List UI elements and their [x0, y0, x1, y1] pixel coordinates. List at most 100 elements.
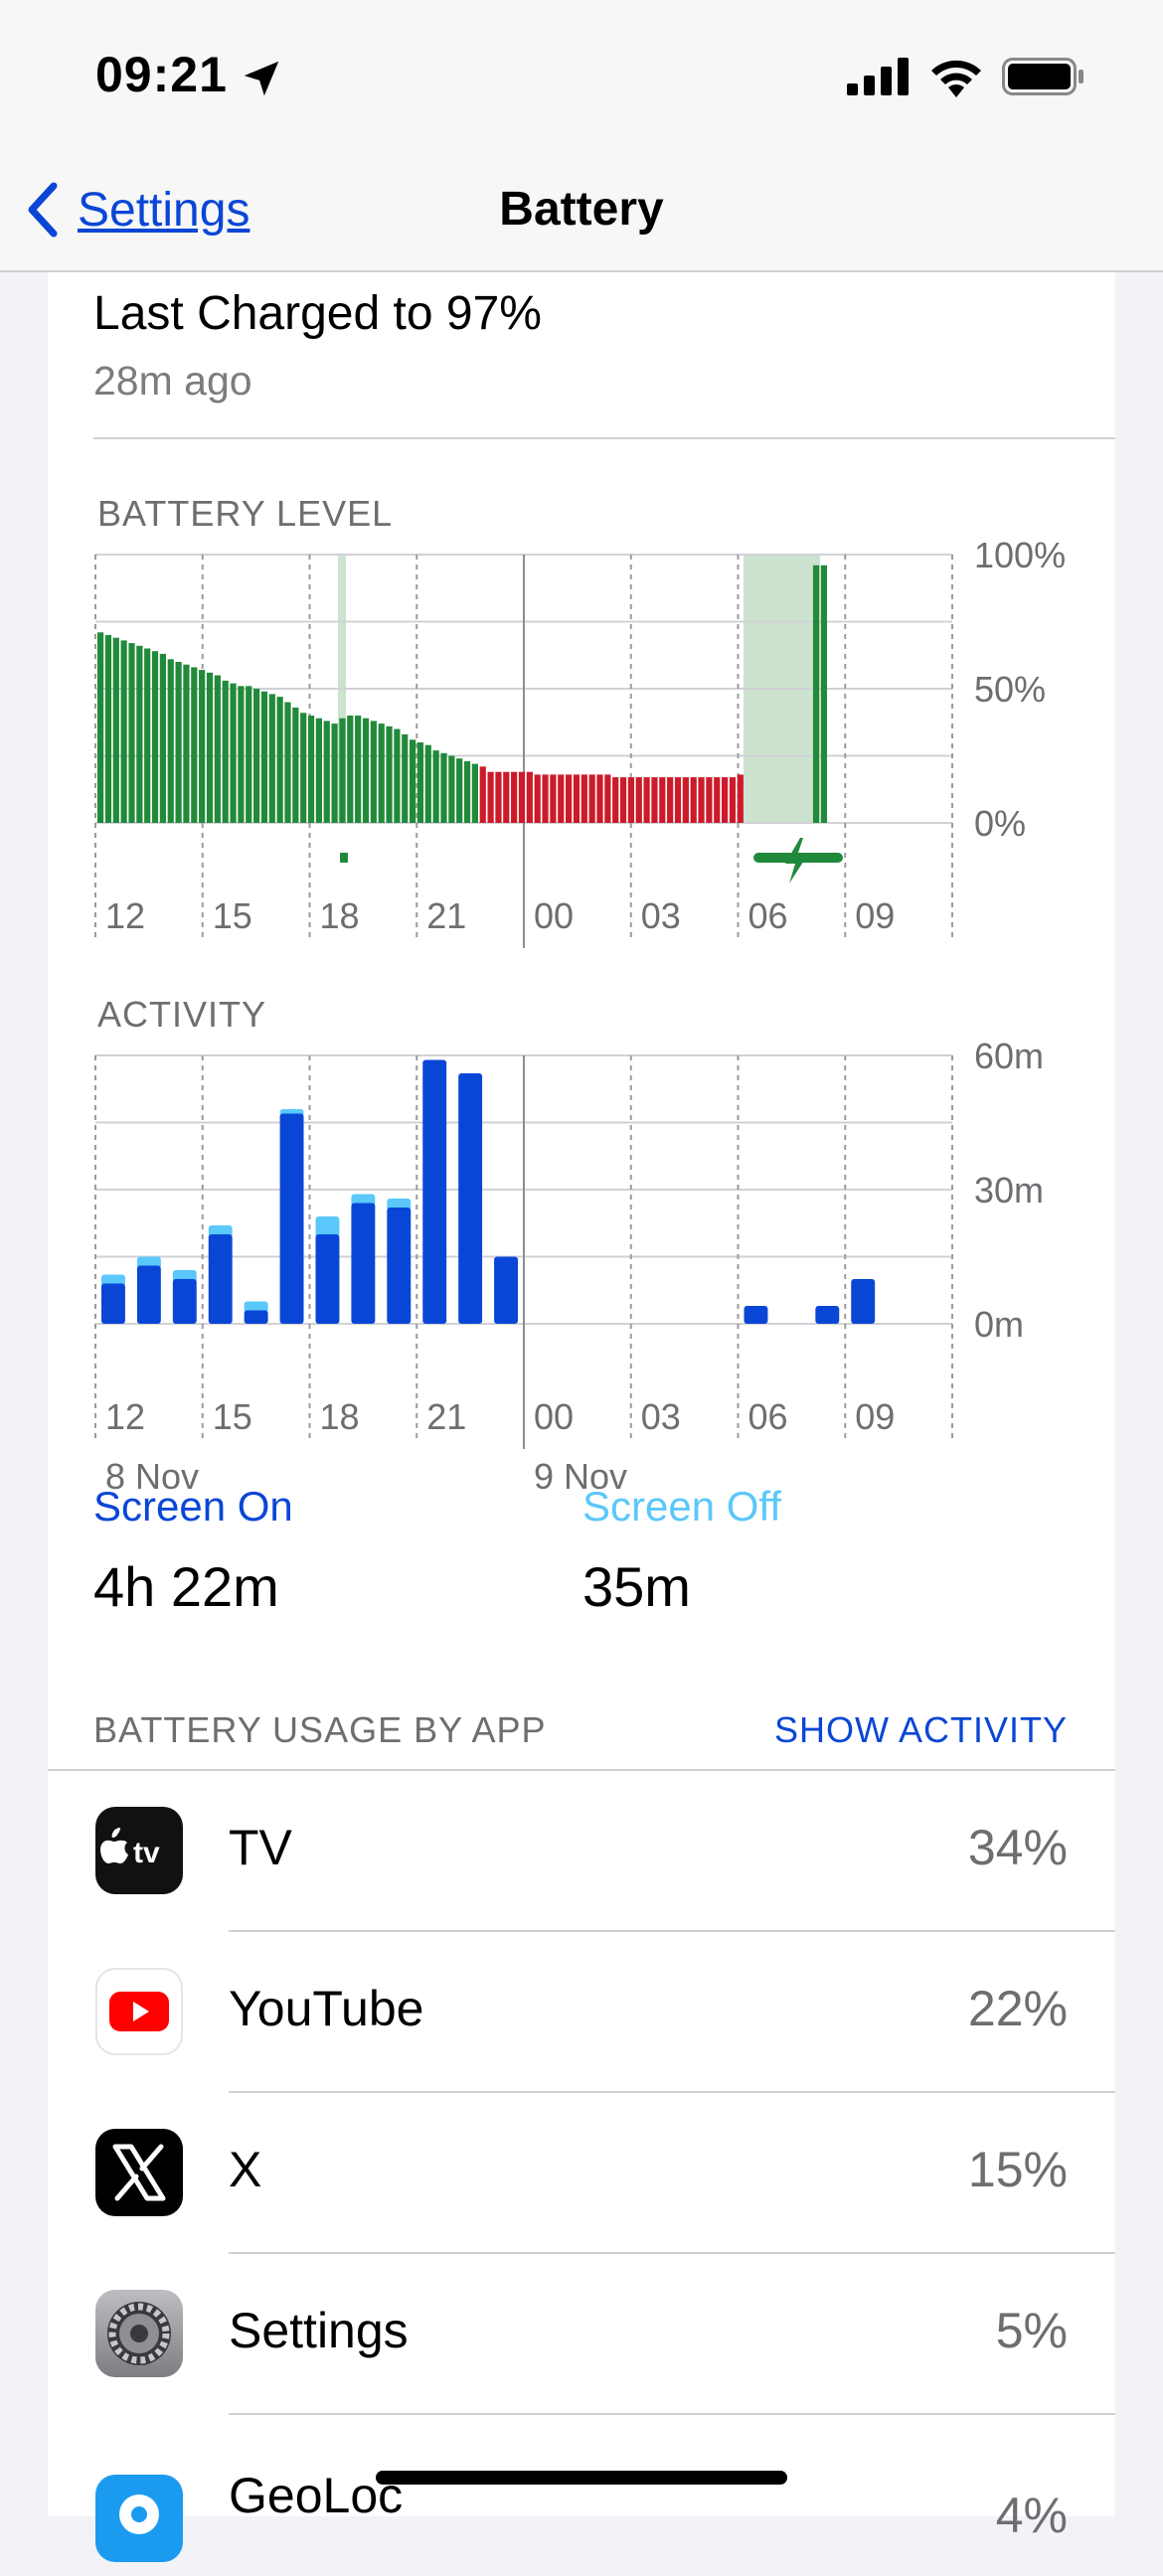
battery-bar — [214, 675, 221, 823]
location-arrow-icon — [244, 61, 279, 96]
battery-status-icon — [1002, 58, 1083, 95]
battery-bar — [729, 777, 737, 823]
battery-bar — [97, 632, 104, 823]
x-tick-label: 09 — [855, 895, 895, 936]
battery-bar — [619, 777, 627, 823]
battery-bar — [191, 667, 198, 823]
y-tick-label: 50% — [974, 669, 1046, 710]
home-indicator — [376, 2471, 787, 2485]
screen-on-bar — [279, 1113, 304, 1324]
battery-bar — [487, 771, 494, 823]
cellular-signal-icon — [847, 58, 909, 95]
battery-bar — [284, 702, 291, 823]
last-charged-label: Last Charged to 97% — [93, 287, 542, 340]
app-percent: 34% — [967, 1820, 1068, 1875]
battery-bar — [424, 744, 431, 823]
battery-bar — [479, 766, 486, 823]
back-button[interactable]: Settings — [24, 175, 249, 244]
battery-bar — [667, 777, 674, 823]
row-divider — [229, 1930, 1115, 1932]
battery-bar — [706, 777, 713, 823]
y-tick-label: 60m — [974, 1042, 1044, 1076]
battery-bar — [292, 707, 299, 823]
screen-on-bar — [815, 1306, 840, 1324]
y-tick-label: 100% — [974, 541, 1066, 575]
app-name: Settings — [229, 2303, 409, 2358]
app-name: YouTube — [229, 1981, 424, 2036]
battery-bar — [550, 774, 557, 823]
divider — [48, 1769, 1115, 1771]
apple-tv-icon: tv — [95, 1807, 183, 1894]
battery-bar — [410, 739, 416, 823]
battery-bar — [183, 664, 190, 823]
battery-bar — [355, 716, 362, 823]
battery-bar — [167, 659, 174, 823]
row-divider — [229, 2252, 1115, 2254]
screen-on-bar — [101, 1283, 125, 1324]
y-tick-label: 30m — [974, 1170, 1044, 1210]
battery-bar — [120, 640, 127, 823]
screen-on-bar — [172, 1279, 197, 1324]
app-row-tv[interactable]: tv TV 34% — [48, 1771, 1115, 1932]
app-row-settings[interactable]: Settings 5% — [48, 2254, 1115, 2415]
battery-bar — [307, 716, 315, 823]
navigation-bar: Settings Battery — [0, 149, 1163, 272]
x-tick-label: 03 — [641, 895, 681, 936]
battery-bar — [463, 760, 471, 823]
svg-text:tv: tv — [133, 1837, 160, 1869]
battery-bar — [112, 637, 119, 823]
battery-bar — [604, 774, 611, 823]
battery-bar — [534, 774, 541, 823]
status-bar: 09:21 — [0, 0, 1163, 149]
battery-bar — [432, 750, 439, 823]
battery-bar — [440, 752, 447, 823]
battery-bar — [206, 672, 214, 823]
battery-bar — [737, 774, 744, 823]
app-row-youtube[interactable]: YouTube 22% — [48, 1932, 1115, 2093]
screen-off-legend: Screen Off — [582, 1483, 781, 1530]
charging-marker — [340, 853, 348, 863]
battery-bar — [315, 718, 322, 823]
battery-bar — [362, 718, 370, 823]
battery-bar — [566, 774, 573, 823]
battery-bar — [159, 653, 166, 823]
battery-bar — [144, 648, 151, 823]
youtube-icon — [95, 1968, 183, 2055]
screen-off-bar — [315, 1216, 340, 1237]
battery-bar — [714, 777, 721, 823]
app-row-x[interactable]: X 15% — [48, 2093, 1115, 2254]
battery-bar — [518, 771, 526, 823]
battery-bar — [386, 725, 393, 823]
divider — [93, 437, 1115, 439]
wifi-icon — [931, 60, 981, 97]
x-tick-label: 00 — [534, 1396, 574, 1437]
screen-on-bar — [208, 1234, 233, 1324]
battery-bar — [276, 697, 283, 823]
battery-bar — [542, 774, 549, 823]
battery-bar — [471, 763, 478, 823]
row-divider — [229, 2413, 1115, 2415]
battery-bar — [682, 777, 689, 823]
show-activity-button[interactable]: SHOW ACTIVITY — [773, 1709, 1068, 1750]
activity-label: ACTIVITY — [97, 994, 267, 1035]
screen-on-bar — [351, 1203, 376, 1324]
screen-off-value: 35m — [582, 1555, 691, 1618]
battery-bar — [820, 564, 827, 823]
battery-bar — [260, 691, 268, 823]
battery-bar — [323, 721, 330, 823]
geoloc-icon — [95, 2475, 183, 2562]
screen-on-bar — [851, 1279, 876, 1324]
battery-bar — [635, 777, 642, 823]
x-tick-label: 06 — [748, 895, 788, 936]
battery-bar — [230, 683, 237, 823]
x-tick-label: 15 — [213, 895, 252, 936]
y-tick-label: 0m — [974, 1304, 1024, 1345]
battery-bar — [448, 755, 455, 823]
app-row-geoloc[interactable]: GeoLoc 4% — [48, 2415, 1115, 2576]
battery-bar — [596, 774, 603, 823]
screen-on-bar — [315, 1234, 340, 1324]
battery-bar — [394, 728, 401, 823]
x-tick-label: 00 — [534, 895, 574, 936]
date-label: 9 Nov — [534, 1456, 627, 1497]
x-icon — [95, 2129, 183, 2216]
